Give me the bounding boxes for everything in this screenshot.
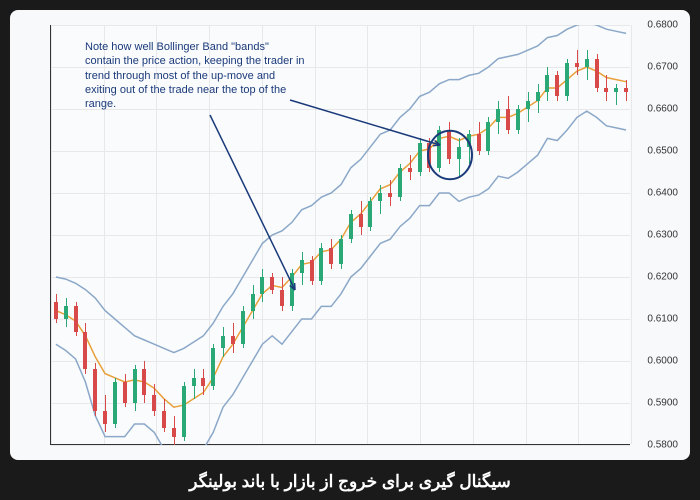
y-axis-label: 0.6700: [647, 62, 678, 73]
y-axis-label: 0.6400: [647, 188, 678, 199]
y-axis-label: 0.6800: [647, 20, 678, 31]
caption-text: سیگنال گیری برای خروج از بازار با باند ب…: [0, 472, 700, 492]
chart-container: 0.5800 0.5900 0.6000 0.6100 0.6200 0.6300 0.64…: [10, 10, 690, 460]
y-axis-label: 0.5900: [647, 398, 678, 409]
y-axis-label: 0.6500: [647, 146, 678, 157]
chart-annotation: Note how well Bollinger Band "bands" con…: [85, 40, 305, 111]
y-axis-label: 0.6000: [647, 356, 678, 367]
y-axis-label: 0.6600: [647, 104, 678, 115]
y-axis-label: 0.5800: [647, 440, 678, 451]
y-axis-label: 0.6200: [647, 272, 678, 283]
y-axis-label: 0.6100: [647, 314, 678, 325]
y-axis-label: 0.6300: [647, 230, 678, 241]
